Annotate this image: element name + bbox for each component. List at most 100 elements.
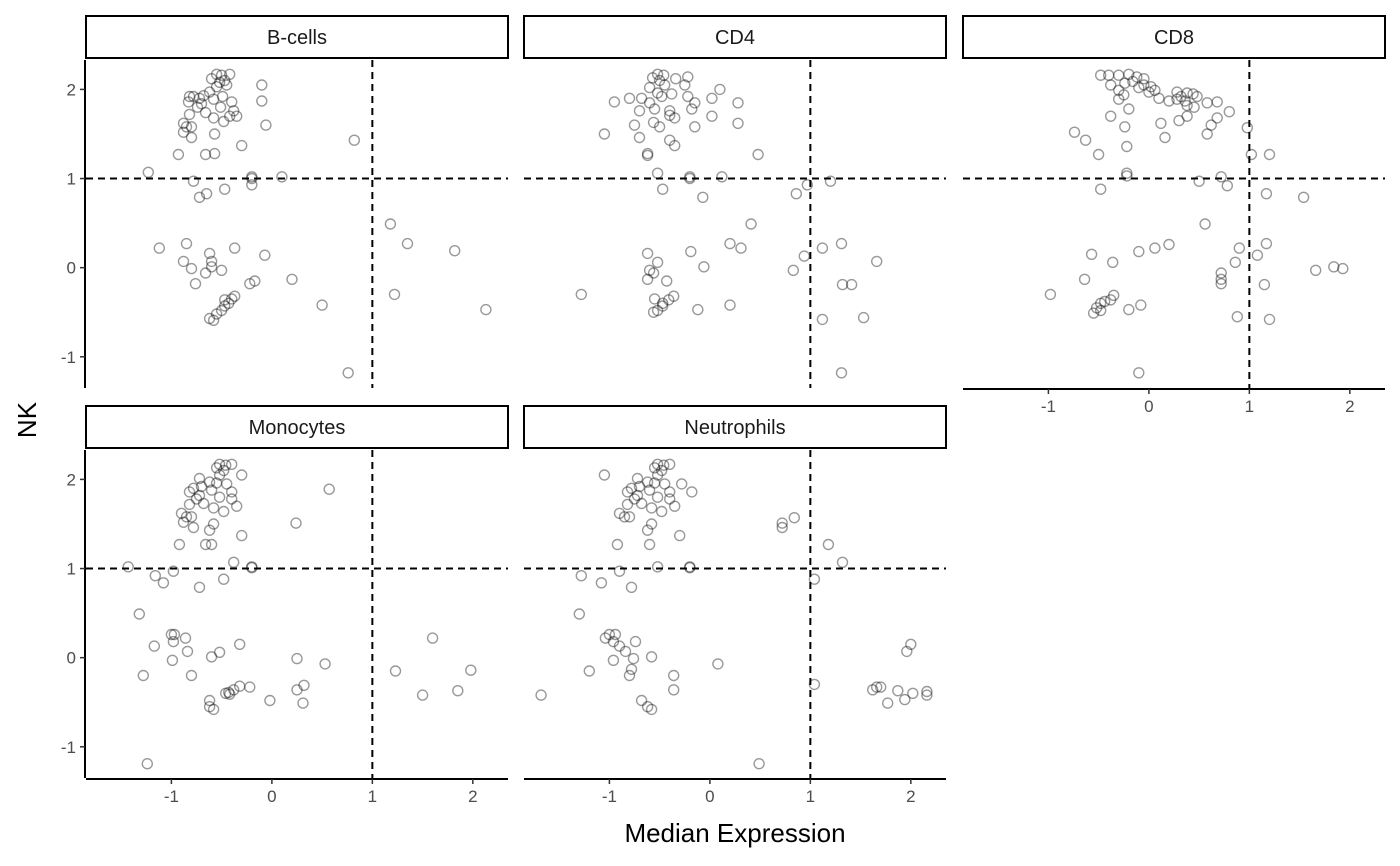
data-point <box>416 689 429 701</box>
data-point <box>222 297 235 309</box>
data-point <box>801 179 813 191</box>
y-tick-label: 1 <box>67 170 76 189</box>
x-tick-label: 0 <box>705 787 714 806</box>
data-point <box>1107 289 1120 301</box>
data-point <box>1153 92 1165 105</box>
data-point <box>166 654 179 666</box>
x-tick-label: -1 <box>602 787 617 806</box>
data-point <box>651 458 664 470</box>
data-point <box>618 511 631 523</box>
data-point <box>679 79 691 91</box>
data-point <box>235 139 248 152</box>
data-point <box>218 74 231 87</box>
data-point <box>657 300 669 312</box>
data-point <box>651 304 664 317</box>
data-point <box>668 684 680 696</box>
data-point <box>646 72 659 84</box>
data-point <box>298 679 310 691</box>
data-point <box>168 628 181 641</box>
data-point <box>256 95 268 107</box>
data-point <box>575 288 587 301</box>
data-point <box>203 312 216 325</box>
data-point <box>207 112 220 124</box>
data-point <box>609 628 622 641</box>
data-point <box>871 255 883 268</box>
facet-b-cells: B-cells -1 0 1 2 <box>61 15 509 388</box>
facet-cd4: CD4 <box>523 15 947 388</box>
data-point <box>1260 187 1273 200</box>
data-point <box>183 90 196 103</box>
data-point <box>599 632 612 644</box>
data-point <box>1223 105 1236 118</box>
data-point <box>835 237 848 250</box>
data-point <box>235 469 248 481</box>
data-point <box>225 96 238 108</box>
data-point <box>1094 304 1107 317</box>
data-point <box>1104 110 1117 122</box>
data-point <box>189 278 202 290</box>
data-point <box>230 110 243 122</box>
data-point <box>1104 294 1117 306</box>
data-point <box>179 632 192 644</box>
data-point <box>836 556 849 568</box>
data-point <box>203 247 216 260</box>
data-point <box>260 119 272 131</box>
data-point <box>724 237 736 250</box>
data-point <box>645 502 658 514</box>
data-point <box>389 665 402 677</box>
data-point <box>628 493 641 505</box>
data-point <box>641 247 654 260</box>
data-point <box>142 166 155 179</box>
data-point <box>157 577 170 589</box>
data-point <box>788 512 800 524</box>
data-point <box>1199 218 1211 230</box>
data-point <box>867 684 879 696</box>
data-point <box>208 147 221 160</box>
data-point <box>1181 110 1193 122</box>
data-point <box>1215 267 1227 279</box>
data-point <box>623 669 636 682</box>
data-point <box>535 689 547 701</box>
data-point <box>1163 238 1175 251</box>
data-point <box>1260 237 1273 250</box>
y-tick-label: -1 <box>61 348 76 367</box>
data-point <box>653 121 666 133</box>
data-point <box>1133 245 1145 258</box>
data-point <box>210 462 223 474</box>
data-point <box>907 687 919 699</box>
data-point <box>857 311 870 324</box>
data-point <box>235 529 248 542</box>
data-point <box>658 459 670 471</box>
data-point <box>1173 114 1185 127</box>
data-point <box>724 299 736 311</box>
data-point <box>177 516 190 528</box>
data-point <box>635 694 648 707</box>
data-point <box>426 632 439 644</box>
data-point <box>845 278 858 291</box>
data-point <box>213 646 226 658</box>
data-point <box>921 689 933 701</box>
data-point <box>1188 101 1200 113</box>
data-point <box>149 570 162 582</box>
data-point <box>1201 97 1213 109</box>
data-point <box>645 651 658 663</box>
data-point <box>180 511 193 523</box>
data-point <box>776 521 788 534</box>
data-point <box>682 71 694 83</box>
data-point <box>706 92 718 105</box>
data-point <box>608 96 621 108</box>
data-point <box>645 518 658 530</box>
data-point <box>1123 103 1135 115</box>
data-point <box>228 242 241 254</box>
data-point <box>1171 93 1183 105</box>
data-point <box>892 685 904 697</box>
data-point <box>836 278 849 291</box>
data-point <box>205 651 218 663</box>
data-point <box>822 538 835 551</box>
data-point <box>641 147 654 160</box>
data-point <box>1179 95 1191 107</box>
data-point <box>193 92 206 105</box>
data-point <box>753 758 765 770</box>
data-point <box>480 303 492 316</box>
data-point <box>611 538 624 551</box>
